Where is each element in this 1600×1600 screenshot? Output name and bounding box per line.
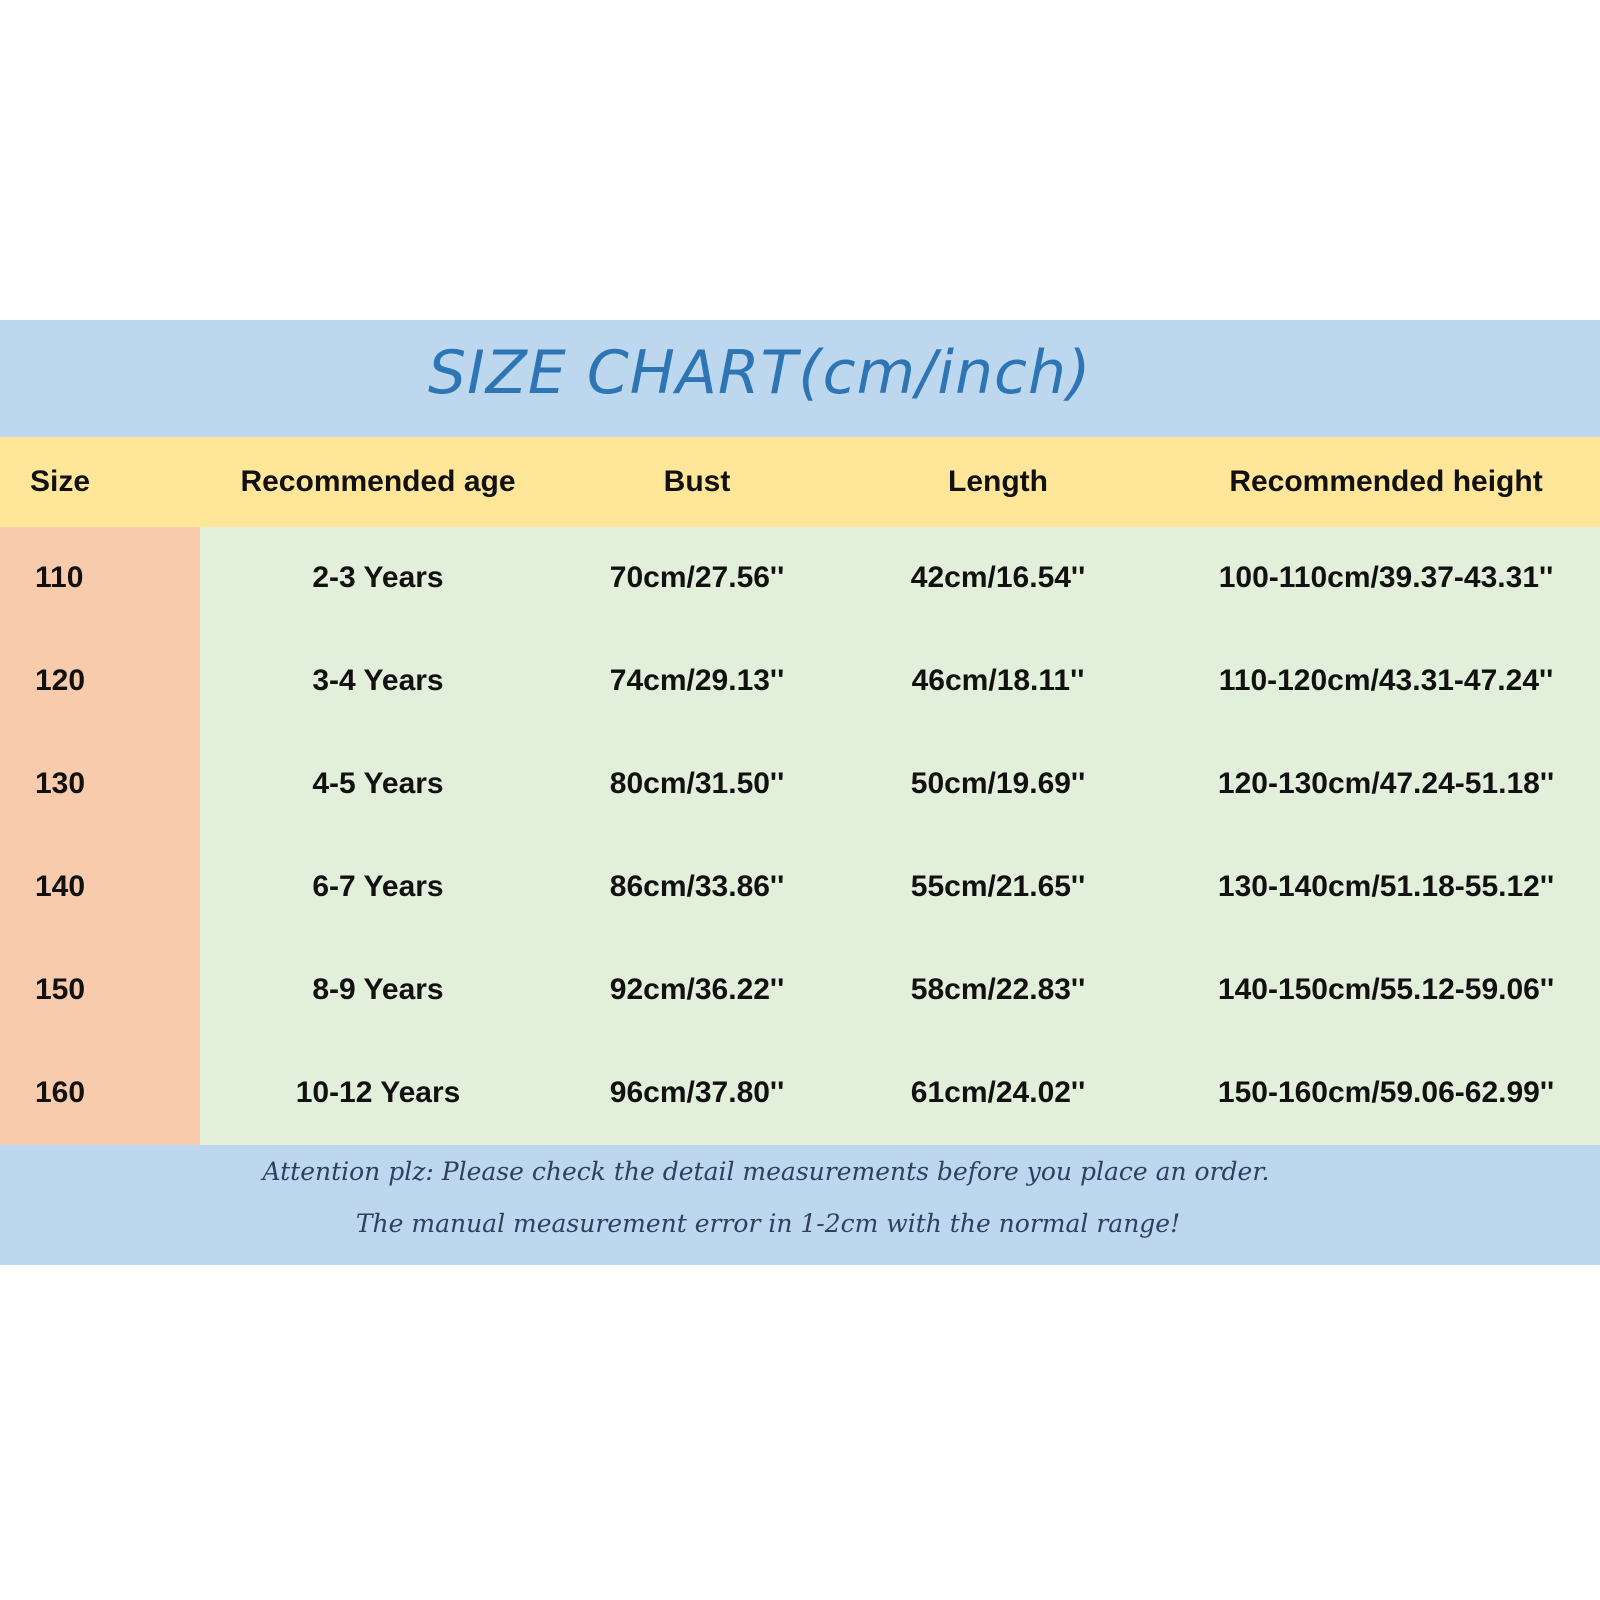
cell-age: 8-9 Years [312, 973, 444, 1006]
header-length: Length [948, 465, 1048, 498]
cell-height: 110-120cm/43.31-47.24'' [1218, 664, 1554, 697]
cell-age: 3-4 Years [312, 664, 444, 697]
cell-bust: 86cm/33.86'' [609, 870, 785, 903]
table-row: 130 4-5 Years 80cm/31.50'' 50cm/19.69'' 120-… [0, 733, 1600, 836]
header-size: Size [30, 465, 91, 498]
header-bust: Bust [663, 465, 731, 498]
table-row: 160 10-12 Years 96cm/37.80'' 61cm/24.02'' 15… [0, 1042, 1600, 1145]
cell-length: 58cm/22.83'' [910, 973, 1086, 1006]
cell-bust: 92cm/36.22'' [609, 973, 785, 1006]
cell-length: 46cm/18.11'' [911, 664, 1085, 697]
header-height: Recommended height [1229, 465, 1543, 498]
cell-size: 150 [35, 973, 86, 1006]
size-column [0, 527, 200, 1145]
cell-height: 100-110cm/39.37-43.31'' [1218, 561, 1554, 594]
cell-size: 140 [35, 870, 86, 903]
cell-bust: 80cm/31.50'' [609, 767, 785, 800]
cell-bust: 70cm/27.56'' [609, 561, 785, 594]
cell-size: 110 [35, 561, 84, 594]
table-row: 140 6-7 Years 86cm/33.86'' 55cm/21.65'' 130-… [0, 836, 1600, 939]
cell-height: 120-130cm/47.24-51.18'' [1217, 767, 1555, 800]
title-band: SIZE CHART(cm/inch) [0, 320, 1600, 437]
cell-height: 130-140cm/51.18-55.12'' [1217, 870, 1555, 903]
header-age: Recommended age [240, 465, 516, 498]
cell-length: 61cm/24.02'' [910, 1076, 1086, 1109]
error-note: The manual measurement error in 1-2cm wi… [355, 1209, 1181, 1238]
cell-age: 2-3 Years [312, 561, 444, 594]
cell-bust: 96cm/37.80'' [609, 1076, 785, 1109]
cell-length: 42cm/16.54'' [910, 561, 1086, 594]
table-body: 110 2-3 Years 70cm/27.56'' 42cm/16.54'' 100-… [0, 527, 1600, 1145]
table-row: 110 2-3 Years 70cm/27.56'' 42cm/16.54'' 100-… [0, 527, 1600, 630]
cell-length: 55cm/21.65'' [910, 870, 1086, 903]
footer-notes: Attention plz: Please check the detail m… [0, 1145, 1600, 1265]
cell-age: 10-12 Years [295, 1076, 461, 1109]
cell-height: 150-160cm/59.06-62.99'' [1217, 1076, 1555, 1109]
cell-size: 120 [35, 664, 86, 697]
table-row: 120 3-4 Years 74cm/29.13'' 46cm/18.11'' 110-… [0, 630, 1600, 733]
cell-size: 160 [35, 1076, 86, 1109]
table-header: Size Recommended age Bust Length Recomme… [0, 437, 1600, 527]
cell-size: 130 [35, 767, 86, 800]
cell-bust: 74cm/29.13'' [609, 664, 785, 697]
cell-length: 50cm/19.69'' [910, 767, 1086, 800]
page-title: SIZE CHART(cm/inch) [428, 338, 1092, 408]
attention-note: Attention plz: Please check the detail m… [262, 1157, 1270, 1186]
cell-age: 6-7 Years [312, 870, 444, 903]
cell-age: 4-5 Years [312, 767, 444, 800]
table-row: 150 8-9 Years 92cm/36.22'' 58cm/22.83'' 140-… [0, 939, 1600, 1042]
cell-height: 140-150cm/55.12-59.06'' [1217, 973, 1555, 1006]
